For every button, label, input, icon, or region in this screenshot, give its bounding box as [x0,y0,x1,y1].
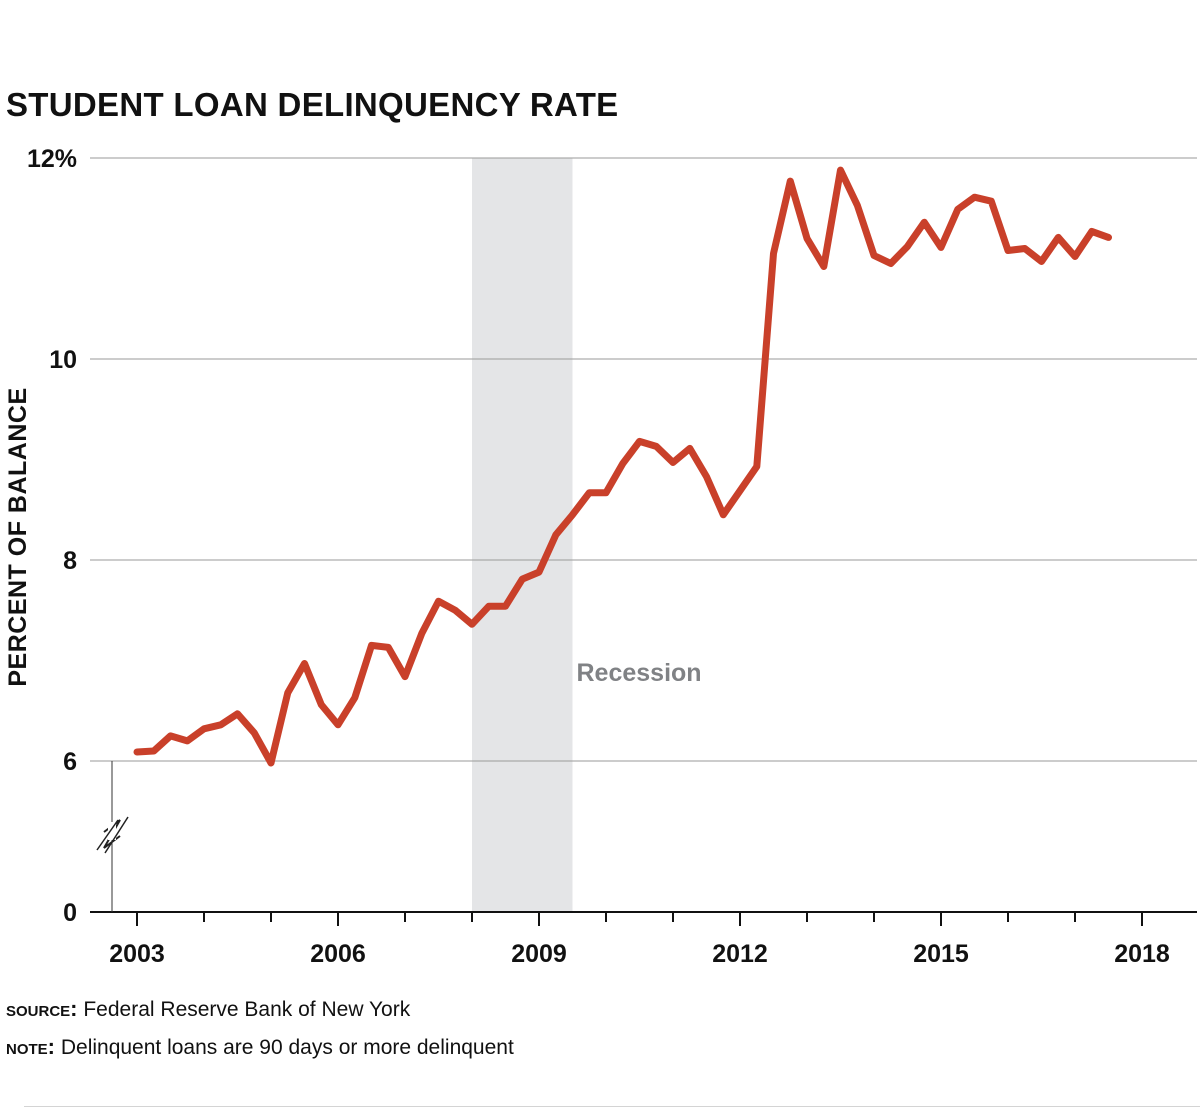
x-tick-label: 2003 [109,940,165,968]
axis-break-slash-a [104,816,129,854]
axis-break-slash-b [96,819,119,851]
y-tick-label: 0 [63,899,77,927]
delinquency-rate-line [133,166,1112,767]
bottom-divider [24,1106,1200,1107]
x-tick-label: 2015 [913,940,969,968]
y-tick-label: 6 [63,748,77,776]
source-text: Federal Reserve Bank of New York [83,998,411,1021]
recession-label: Recession [577,659,702,687]
y-tick-label: 8 [63,547,77,575]
chart-title: STUDENT LOAN DELINQUENCY RATE [6,86,619,123]
x-tick-label: 2006 [310,940,366,968]
axis-break-gap [108,822,116,840]
y-tick-label: 10 [49,346,77,374]
note-line: NOTE: Delinquent loans are 90 days or mo… [6,1034,514,1060]
x-tick-label: 2018 [1114,940,1170,968]
chart-svg: Recession 0 6 8 10 12% 2003 2006 2009 2012 2015 201… [4,145,1197,968]
source-label: SOURCE: [6,996,78,1021]
x-tick-label: 2009 [511,940,567,968]
note-label: NOTE: [6,1034,55,1059]
x-tick-label: 2012 [712,940,768,968]
y-tick-label: 12% [27,145,77,173]
source-line: SOURCE: Federal Reserve Bank of New York [6,996,410,1022]
note-text: Delinquent loans are 90 days or more del… [60,1036,514,1059]
y-axis-title: PERCENT OF BALANCE [4,387,32,686]
